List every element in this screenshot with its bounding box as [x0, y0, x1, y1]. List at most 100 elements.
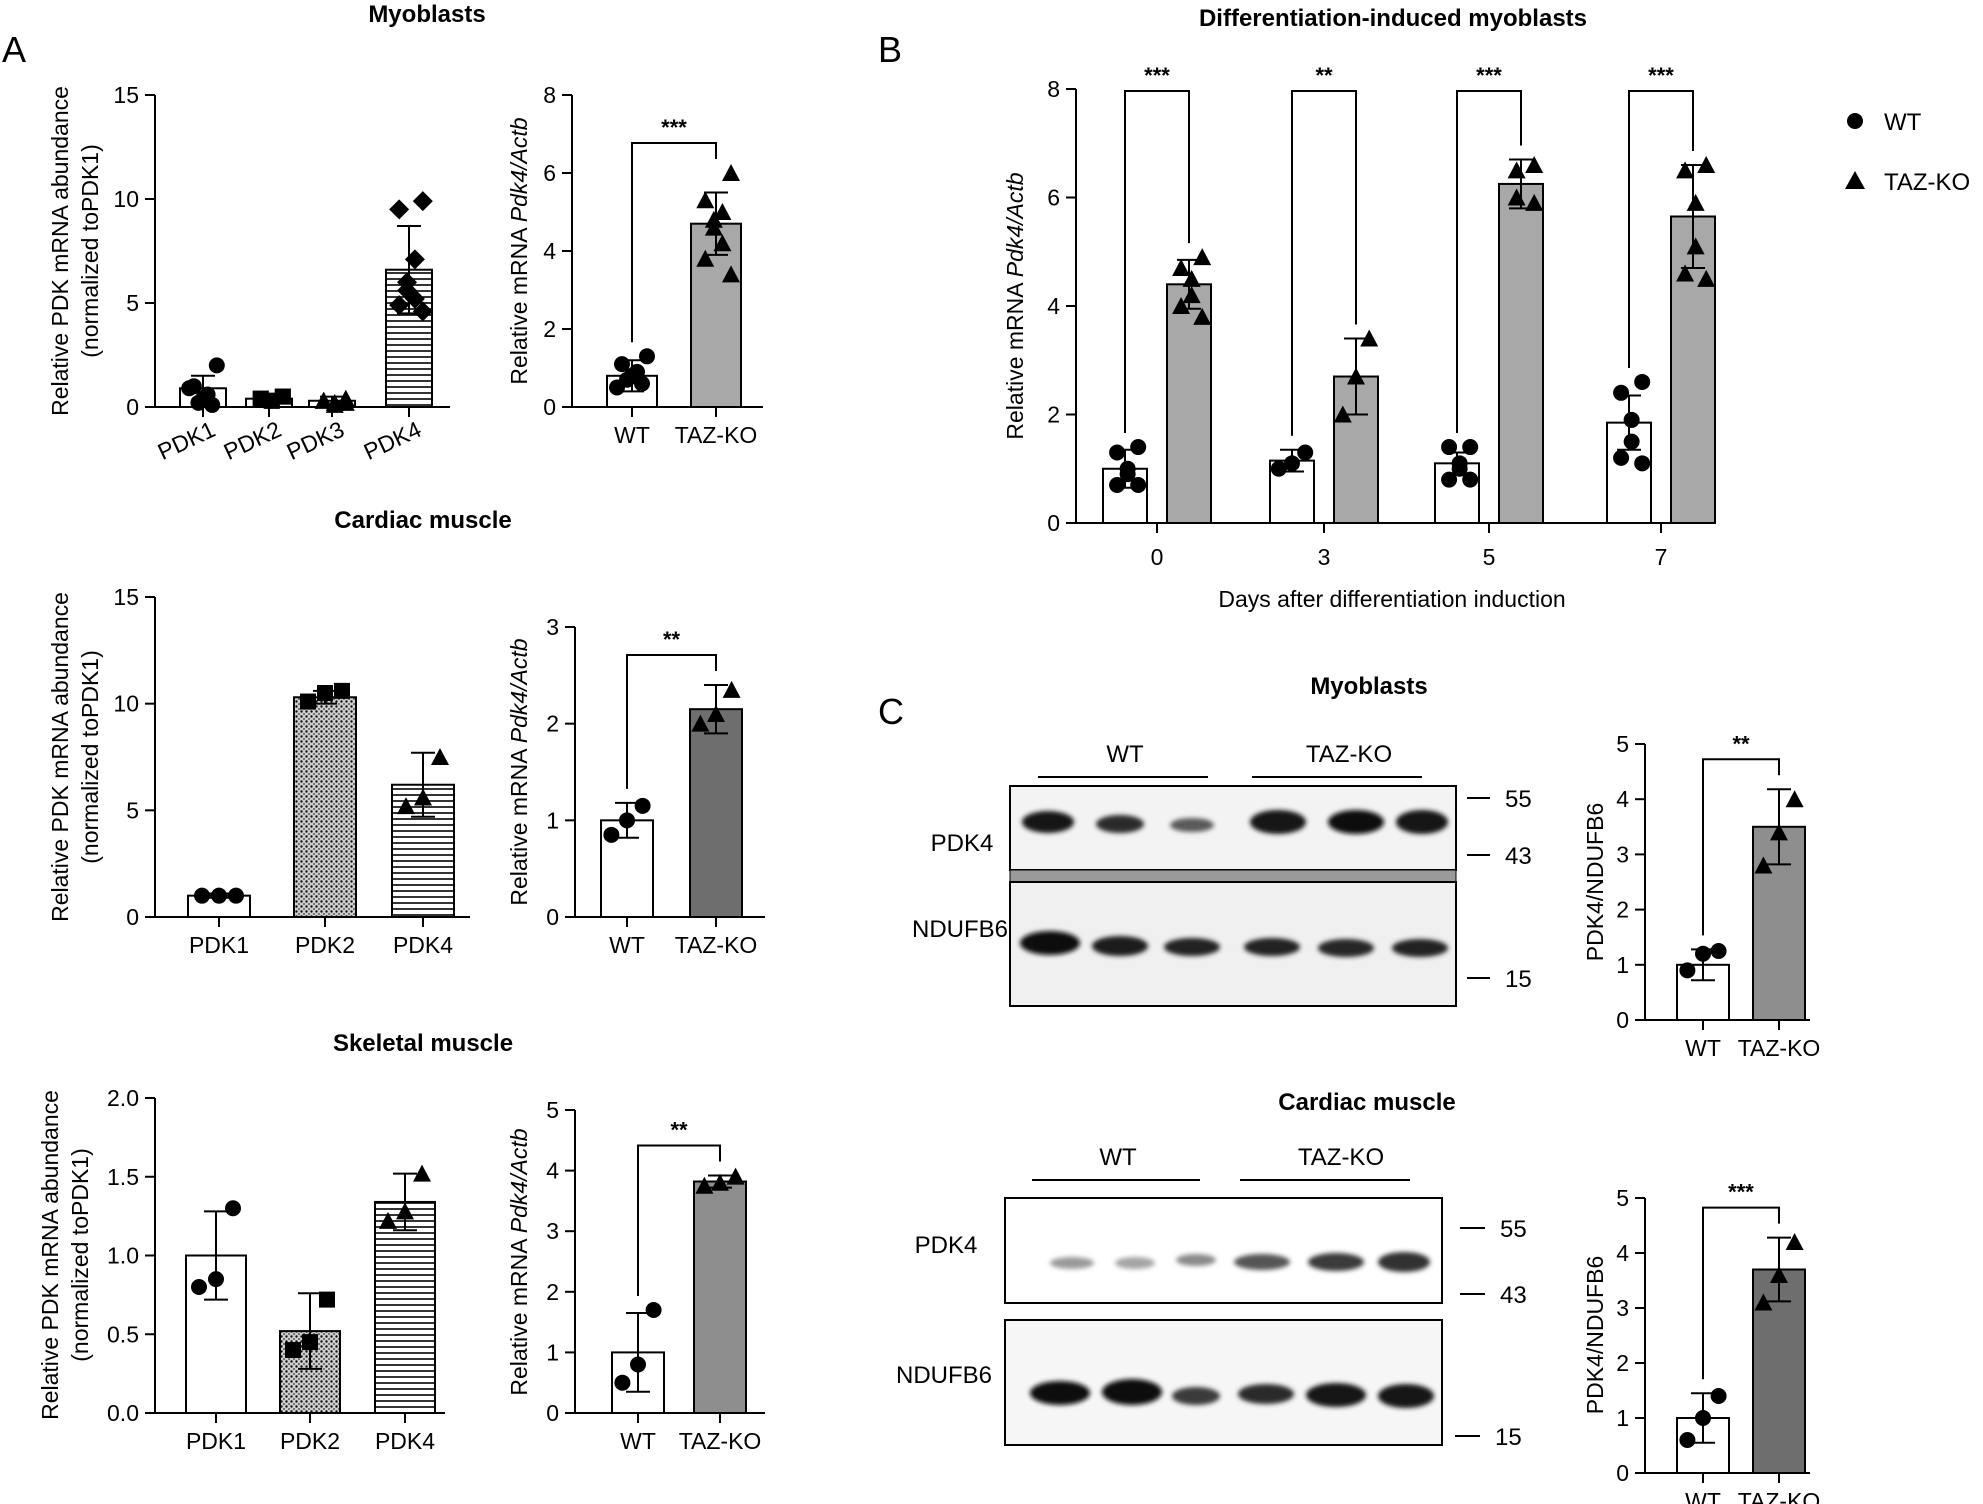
- data-point: [707, 705, 725, 722]
- y-axis-label: Relative mRNA Pdk4/Actb: [1002, 172, 1028, 439]
- data-point: [1193, 248, 1212, 266]
- significance-bracket: [1702, 758, 1780, 936]
- y-tick-label: 0.5: [107, 1321, 139, 1347]
- significance-bracket: [626, 654, 717, 789]
- chart-myoblasts-pdk4: 0 2 4 6 8 Relative mRNA Pdk4/Actb WT TAZ-KO ***: [506, 82, 763, 448]
- data-point: [191, 1279, 207, 1295]
- x-tick-label: PDK4: [393, 932, 453, 958]
- y-tick-label: 4: [1047, 293, 1060, 319]
- legend: WT TAZ-KO: [1845, 109, 1970, 196]
- data-point: [302, 1334, 318, 1351]
- blot-cardiac-title: Cardiac muscle: [1278, 1089, 1455, 1116]
- y-tick-label: 3: [1616, 841, 1629, 867]
- blot-myoblasts-title: Myoblasts: [1310, 673, 1427, 700]
- significance-label: ***: [1648, 63, 1674, 88]
- x-tick-label: TAZ-KO: [1738, 1488, 1821, 1504]
- y-tick-label: 2: [543, 316, 556, 342]
- data-point: [1676, 264, 1695, 282]
- y-tick-label: 15: [113, 82, 139, 108]
- chart-title: Cardiac muscle: [334, 507, 511, 534]
- y-tick-label: 6: [543, 160, 556, 186]
- data-point: [190, 394, 207, 411]
- data-point: [1697, 155, 1716, 173]
- y-tick-label: 0: [126, 904, 139, 930]
- x-tick-label: PDK2: [280, 1428, 340, 1454]
- blot-myoblasts-divider: [1009, 869, 1457, 883]
- x-tick-label: PDK1: [186, 1428, 246, 1454]
- y-axis-label: Relative PDK mRNA abundance: [47, 86, 73, 416]
- data-point: [1119, 466, 1136, 483]
- significance-label: ***: [1144, 63, 1170, 88]
- y-tick-label: 4: [543, 238, 556, 264]
- data-point: [1785, 1233, 1804, 1250]
- blot-myoblasts-marker-15: 15: [1505, 966, 1532, 993]
- data-point: [274, 388, 291, 405]
- data-point: [614, 1374, 631, 1391]
- significance-bracket: [1702, 1206, 1780, 1380]
- y-axis-label-line2: (normalized toPDK1): [77, 144, 103, 357]
- data-point: [726, 1167, 745, 1185]
- blot-cardiac-pdk4-membrane: [1004, 1197, 1443, 1304]
- data-point: [1172, 297, 1191, 314]
- data-point: [1462, 471, 1479, 488]
- significance-bracket: [1628, 90, 1694, 368]
- y-tick-label: 6: [1047, 185, 1060, 211]
- data-point: [1360, 329, 1379, 347]
- x-tick-label: PDK4: [375, 1428, 435, 1454]
- data-point: [1697, 269, 1716, 287]
- x-tick-label: WT: [614, 422, 650, 448]
- data-point: [1172, 259, 1191, 277]
- x-tick-label: WT: [609, 932, 645, 958]
- data-point: [1333, 405, 1352, 423]
- data-point: [1525, 193, 1544, 211]
- chart-title: Differentiation-induced myoblasts: [1199, 5, 1587, 32]
- blot-cardiac-ndufb6-bands: [1030, 1379, 1434, 1408]
- legend-taz-label: TAZ-KO: [1884, 169, 1970, 196]
- y-tick-label: 2: [1047, 402, 1060, 428]
- blot-myoblasts-marker-43: 43: [1505, 843, 1532, 870]
- data-point: [1754, 856, 1773, 874]
- y-axis-label: PDK4/NDUFB6: [1582, 803, 1608, 961]
- x-tick-label: 0: [1151, 544, 1164, 570]
- data-point: [1686, 237, 1705, 255]
- data-point: [228, 887, 244, 904]
- data-point: [396, 1202, 414, 1220]
- legend-taz-marker: [1845, 171, 1865, 189]
- blot-cardiac-marker-55: 55: [1500, 1216, 1527, 1243]
- x-tick-label: WT: [1685, 1035, 1721, 1061]
- significance-label: ***: [661, 115, 687, 140]
- y-axis-label: Relative mRNA Pdk4/Actb: [506, 1128, 532, 1395]
- data-point: [1270, 460, 1287, 477]
- data-point: [1634, 455, 1651, 472]
- data-point: [711, 1173, 729, 1191]
- panel-letter-c: C: [878, 691, 904, 732]
- data-point: [639, 348, 655, 365]
- data-point: [314, 391, 333, 409]
- y-tick-label: 5: [1616, 731, 1629, 757]
- chart-title: Myoblasts: [368, 1, 485, 28]
- y-tick-label: 0: [546, 904, 559, 930]
- bar: [689, 708, 743, 919]
- chart-myoblasts-blot-quantification: 0 1 2 3 4 5 PDK4/NDUFB6 WT TAZ-KO **: [1582, 731, 1820, 1061]
- y-tick-label: 1: [546, 1339, 559, 1365]
- x-tick-label: PDK3: [283, 416, 348, 465]
- blot-myoblasts-ndufb6-bands: [1020, 931, 1448, 957]
- x-tick-label: PDK2: [295, 932, 355, 958]
- blot-myoblasts-ndufb6-label: NDUFB6: [912, 916, 1008, 943]
- data-point: [1525, 155, 1544, 173]
- y-tick-label: 0: [543, 394, 556, 420]
- x-tick-label: PDK1: [189, 932, 249, 958]
- significance-label: **: [1732, 731, 1750, 756]
- chart-cardiac-blot-quantification: 0 1 2 3 4 5 PDK4/NDUFB6 WT TAZ-KO ***: [1582, 1180, 1820, 1504]
- data-point: [1441, 471, 1458, 488]
- bar: [693, 1180, 747, 1415]
- y-tick-label: 4: [546, 1158, 559, 1184]
- bar: [374, 1200, 436, 1414]
- blot-myoblasts-wt-label: WT: [1106, 741, 1144, 768]
- data-point: [252, 390, 269, 407]
- data-point: [1347, 367, 1365, 385]
- data-point: [208, 357, 225, 374]
- data-point: [285, 1342, 301, 1358]
- data-point: [1785, 790, 1804, 808]
- y-tick-label: 0.0: [107, 1400, 139, 1426]
